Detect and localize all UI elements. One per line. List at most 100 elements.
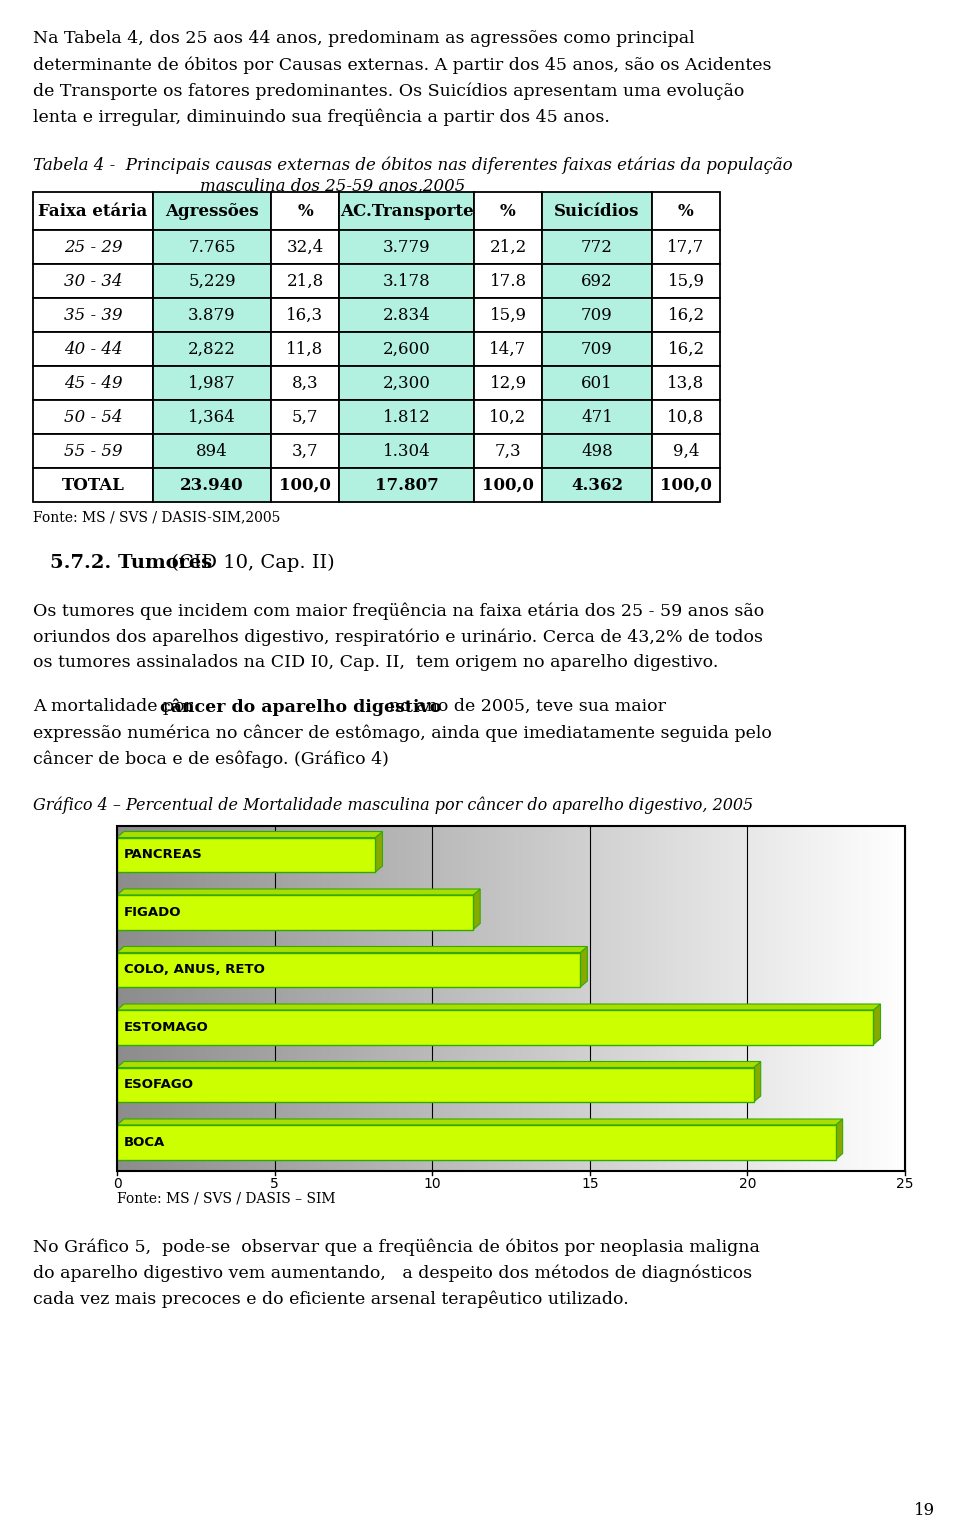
Text: 23.940: 23.940 [180, 477, 244, 494]
Bar [800, 826, 804, 1170]
Bar [238, 826, 241, 1170]
Bar [724, 826, 727, 1170]
Text: 2,822: 2,822 [188, 340, 236, 358]
Bar [456, 826, 459, 1170]
Bar [374, 826, 377, 1170]
Text: de Transporte os fatores predominantes. Os Suicídios apresentam uma evolução: de Transporte os fatores predominantes. … [33, 82, 744, 99]
Bar [542, 192, 652, 230]
Bar [445, 826, 448, 1170]
Bar [220, 826, 223, 1170]
Bar [498, 826, 501, 1170]
Bar [170, 826, 173, 1170]
Bar [876, 826, 879, 1170]
Bar [892, 826, 895, 1170]
Bar [164, 826, 167, 1170]
Bar [267, 826, 270, 1170]
Bar [140, 826, 144, 1170]
Bar [33, 230, 153, 264]
Bar [652, 230, 720, 264]
Bar [821, 826, 824, 1170]
Bar [282, 826, 286, 1170]
Bar [398, 826, 401, 1170]
Bar [606, 826, 609, 1170]
Bar [742, 826, 745, 1170]
Bar [756, 826, 758, 1170]
Bar [490, 826, 493, 1170]
Bar [311, 826, 315, 1170]
Bar [542, 399, 652, 434]
Text: 3.779: 3.779 [383, 238, 430, 256]
Bar [889, 826, 893, 1170]
Bar [143, 826, 146, 1170]
Bar [710, 826, 713, 1170]
Bar [214, 826, 217, 1170]
Bar [222, 826, 226, 1170]
Bar [339, 399, 474, 434]
Bar [154, 826, 156, 1170]
Bar [542, 826, 545, 1170]
Bar [527, 826, 530, 1170]
Bar [443, 826, 445, 1170]
Bar [589, 826, 593, 1170]
Text: expressão numérica no câncer de estômago, ainda que imediatamente seguida pelo: expressão numérica no câncer de estômago… [33, 724, 772, 742]
Bar [902, 826, 905, 1170]
Bar [635, 826, 637, 1170]
Bar [521, 826, 524, 1170]
Bar [322, 826, 325, 1170]
Bar [471, 826, 475, 1170]
Bar [766, 826, 769, 1170]
Text: 35 - 39: 35 - 39 [63, 306, 122, 323]
Bar [153, 192, 271, 230]
Text: Tabela 4 -  Principais causas externas de óbitos nas diferentes faixas etárias d: Tabela 4 - Principais causas externas de… [33, 155, 793, 174]
Bar [253, 826, 256, 1170]
Bar [652, 366, 720, 399]
Bar [196, 826, 199, 1170]
Bar [424, 826, 427, 1170]
Bar [379, 826, 383, 1170]
Text: PANCREAS: PANCREAS [124, 849, 203, 861]
Bar [542, 332, 652, 366]
Bar [553, 826, 556, 1170]
Bar [639, 826, 643, 1170]
Text: 1.812: 1.812 [383, 408, 430, 425]
Polygon shape [581, 946, 588, 988]
Bar [339, 230, 474, 264]
Bar [739, 826, 743, 1170]
Bar [787, 826, 790, 1170]
Bar [271, 468, 339, 501]
Bar [556, 826, 559, 1170]
Bar [240, 826, 244, 1170]
Bar [716, 826, 719, 1170]
Text: 32,4: 32,4 [286, 238, 324, 256]
Bar [230, 826, 233, 1170]
Text: 15: 15 [581, 1177, 599, 1190]
Bar [524, 826, 527, 1170]
Text: Na Tabela 4, dos 25 aos 44 anos, predominam as agressões como principal: Na Tabela 4, dos 25 aos 44 anos, predomi… [33, 30, 695, 47]
Bar [364, 826, 367, 1170]
Bar [682, 826, 684, 1170]
Polygon shape [375, 832, 382, 872]
Bar [652, 399, 720, 434]
Bar [474, 192, 542, 230]
Polygon shape [117, 1004, 880, 1010]
Bar [850, 826, 853, 1170]
Text: 50 - 54: 50 - 54 [63, 408, 122, 425]
Text: Agressões: Agressões [165, 203, 259, 219]
Bar [211, 826, 215, 1170]
Bar [852, 826, 855, 1170]
Bar [798, 826, 801, 1170]
Bar [874, 826, 876, 1170]
Bar [33, 299, 153, 332]
Polygon shape [117, 1062, 760, 1067]
Text: 17,7: 17,7 [667, 238, 705, 256]
Bar [377, 826, 380, 1170]
Text: 11,8: 11,8 [286, 340, 324, 358]
Bar [550, 826, 554, 1170]
Bar [309, 826, 312, 1170]
Bar [727, 826, 730, 1170]
Bar [568, 826, 572, 1170]
Text: 1,987: 1,987 [188, 375, 236, 392]
Bar [789, 826, 793, 1170]
Bar [385, 826, 388, 1170]
Bar [492, 826, 495, 1170]
